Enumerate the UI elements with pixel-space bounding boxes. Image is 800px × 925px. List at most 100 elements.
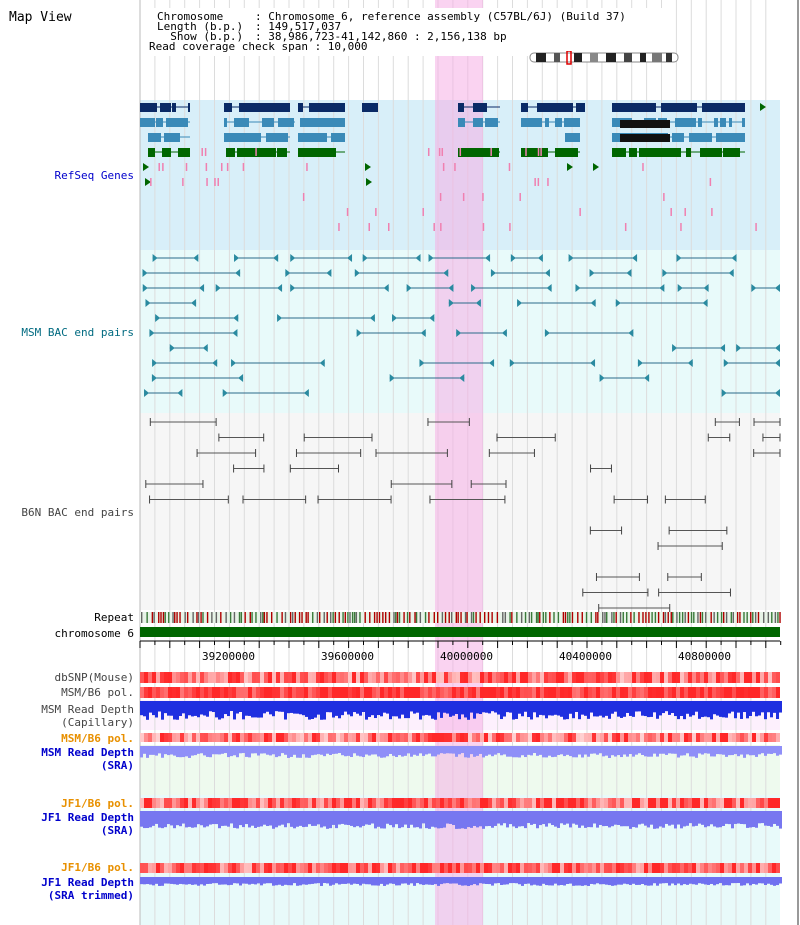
- heat-cell: [356, 733, 360, 742]
- heat-cell: [648, 672, 652, 683]
- heat-cell: [308, 863, 312, 873]
- heat-cell: [624, 687, 628, 698]
- depth-bar: [464, 746, 467, 758]
- heat-cell: [456, 733, 460, 742]
- depth-bar: [266, 877, 269, 884]
- depth-bar: [746, 701, 749, 719]
- heat-cell: [668, 672, 672, 683]
- length-key: Length (b.p.): [157, 20, 250, 33]
- depth-bar: [314, 701, 317, 718]
- gene-tick: [642, 163, 644, 171]
- heat-cell: [144, 733, 148, 742]
- heat-cell: [680, 798, 684, 808]
- depth-bar: [596, 701, 599, 717]
- heat-cell: [520, 863, 524, 873]
- depth-bar: [377, 877, 380, 886]
- bac-end: [736, 344, 742, 352]
- gene-exon: [338, 103, 344, 112]
- depth-bar: [626, 811, 629, 827]
- depth-bar: [428, 746, 431, 754]
- depth-bar: [158, 701, 161, 712]
- bac-end: [501, 329, 507, 337]
- depth-bar: [281, 811, 284, 825]
- depth-bar: [422, 811, 425, 824]
- heat-cell: [356, 687, 360, 698]
- depth-bar: [767, 746, 770, 754]
- depth-bar: [410, 877, 413, 884]
- gene-tick: [388, 223, 390, 231]
- depth-bar: [656, 877, 659, 886]
- depth-bar: [269, 877, 272, 884]
- heat-cell: [560, 733, 564, 742]
- depth-bar: [203, 877, 206, 886]
- heat-cell: [484, 798, 488, 808]
- repeat-mark: [215, 612, 218, 623]
- msm-b6-pol-label-2[interactable]: MSM/B6 pol.: [61, 732, 134, 745]
- heat-cell: [188, 672, 192, 683]
- gene-exon: [178, 148, 190, 157]
- depth-bar: [680, 877, 683, 886]
- heat-cell: [372, 672, 376, 683]
- heat-cell: [344, 687, 348, 698]
- depth-bar: [566, 811, 569, 824]
- refseq-genes-label[interactable]: RefSeq Genes: [54, 169, 134, 182]
- depth-bar: [683, 877, 686, 885]
- depth-bar: [179, 811, 182, 827]
- jf1-b6-pol-label-2[interactable]: JF1/B6 pol.: [61, 861, 134, 874]
- depth-bar: [767, 701, 770, 713]
- heat-cell: [348, 687, 352, 698]
- repeat-label[interactable]: Repeat: [94, 611, 134, 624]
- depth-bar: [302, 701, 305, 716]
- heat-cell: [448, 672, 452, 683]
- bac-end: [485, 254, 491, 262]
- depth-bar: [611, 811, 614, 827]
- depth-bar: [698, 877, 701, 884]
- msm-depth-sra-label[interactable]: MSM Read Depth: [41, 746, 134, 759]
- msm-depth-capillary-label[interactable]: MSM Read Depth: [41, 703, 134, 716]
- heat-cell: [156, 733, 160, 742]
- chromosome-ideogram[interactable]: [528, 51, 684, 65]
- depth-bar: [497, 811, 500, 824]
- b6n-bac-label[interactable]: B6N BAC end pairs: [21, 506, 134, 519]
- heat-cell: [204, 672, 208, 683]
- depth-bar: [464, 701, 467, 718]
- heat-cell: [592, 672, 596, 683]
- heat-cell: [152, 687, 156, 698]
- depth-bar: [623, 701, 626, 717]
- depth-bar: [374, 746, 377, 755]
- depth-bar: [464, 877, 467, 886]
- msm-bac-label[interactable]: MSM BAC end pairs: [21, 326, 134, 339]
- depth-bar: [329, 811, 332, 829]
- heat-cell: [592, 798, 596, 808]
- depth-bar: [173, 746, 176, 756]
- depth-bar: [275, 811, 278, 828]
- depth-bar: [398, 746, 401, 756]
- jf1-b6-pol-label[interactable]: JF1/B6 pol.: [61, 797, 134, 810]
- depth-bar: [683, 701, 686, 720]
- jf1-depth-trim-label[interactable]: JF1 Read Depth: [41, 876, 134, 889]
- depth-bar: [692, 701, 695, 716]
- depth-bar: [605, 811, 608, 827]
- bac-end: [238, 374, 244, 382]
- heat-cell: [444, 798, 448, 808]
- depth-bar: [668, 877, 671, 886]
- heat-cell: [272, 863, 276, 873]
- repeat-mark: [633, 612, 635, 623]
- depth-bar: [179, 877, 182, 884]
- chromosome-bar[interactable]: [140, 627, 780, 637]
- gene-exon: [719, 103, 740, 112]
- jf1-depth-sra-label[interactable]: JF1 Read Depth: [41, 811, 134, 824]
- dbsnp-label[interactable]: dbSNP(Mouse): [54, 671, 134, 684]
- depth-bar: [356, 877, 359, 884]
- heat-cell: [276, 863, 280, 873]
- msm-b6-pol-label[interactable]: MSM/B6 pol.: [61, 686, 134, 699]
- depth-bar: [674, 877, 677, 886]
- heat-cell: [640, 863, 644, 873]
- heat-cell: [672, 672, 676, 683]
- gene-exon: [260, 103, 274, 112]
- gene-exon: [713, 148, 722, 157]
- depth-bar: [776, 811, 779, 826]
- depth-bar: [380, 877, 383, 884]
- repeat-mark: [151, 612, 154, 623]
